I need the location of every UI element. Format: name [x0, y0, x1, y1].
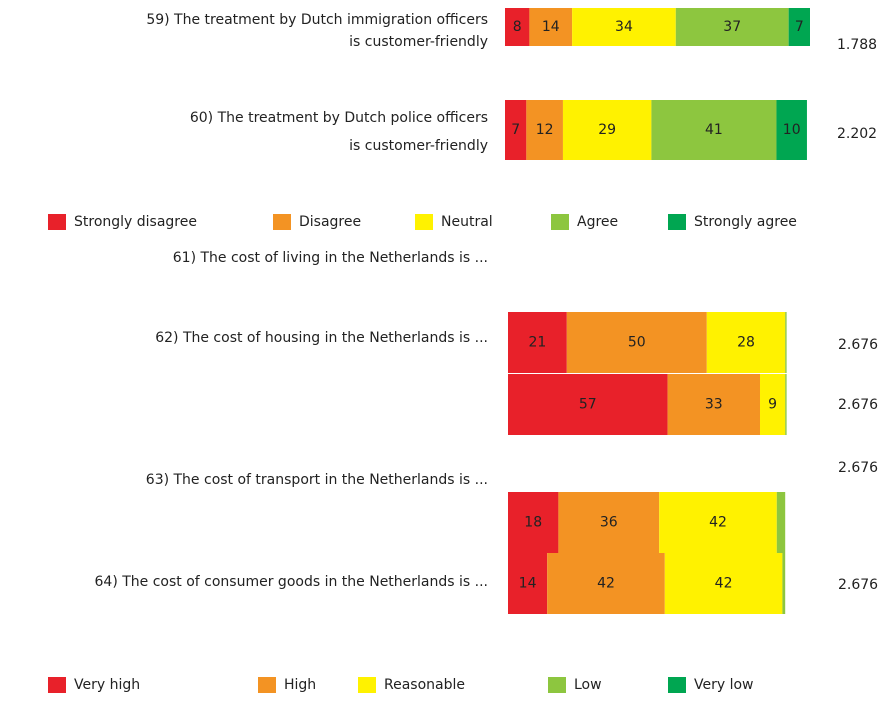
category-label: 62) The cost of housing in the Netherlan…: [155, 330, 488, 346]
bar-segment: [785, 374, 787, 435]
bar-segment: [508, 492, 559, 553]
value-label: 29: [598, 122, 616, 138]
category-label: 61) The cost of living in the Netherland…: [173, 250, 488, 266]
bar-segment: [529, 8, 573, 46]
category-label: 59) The treatment by Dutch immigration o…: [146, 12, 488, 28]
legend-label: Low: [574, 677, 602, 693]
legend-label: Disagree: [299, 214, 361, 230]
legend-label: Agree: [577, 214, 618, 230]
bar-segment: [508, 312, 567, 373]
bar-segment: [675, 8, 789, 46]
legend-swatch: [415, 214, 433, 230]
legend-swatch: [48, 677, 66, 693]
bar-segment: [664, 553, 783, 614]
bar-segment: [706, 312, 786, 373]
n-label: 2.676: [838, 337, 878, 353]
category-label: is customer-friendly: [349, 138, 488, 154]
bar-segment: [508, 553, 548, 614]
legend-label: Neutral: [441, 214, 493, 230]
bar-segment: [782, 553, 786, 614]
value-label: 14: [542, 19, 560, 35]
n-label: 2.676: [838, 460, 878, 476]
legend-label: Very high: [74, 677, 140, 693]
bar-segment: [505, 100, 527, 160]
n-label: 2.676: [838, 397, 878, 413]
legend-label: Reasonable: [384, 677, 465, 693]
value-label: 42: [709, 515, 727, 531]
value-label: 34: [615, 19, 633, 35]
value-label: 18: [524, 515, 542, 531]
legend-swatch: [273, 214, 291, 230]
value-label: 50: [628, 335, 646, 351]
legend-swatch: [668, 677, 686, 693]
bar-segment: [659, 492, 777, 553]
legend-label: Strongly agree: [694, 214, 797, 230]
bar-segment: [558, 492, 660, 553]
value-label: 14: [519, 576, 537, 592]
n-label: 2.676: [838, 577, 878, 593]
legend-swatch: [551, 214, 569, 230]
legend-swatch: [358, 677, 376, 693]
bar-segment: [547, 553, 665, 614]
legend-swatch: [258, 677, 276, 693]
value-label: 33: [705, 397, 723, 413]
bar-segment: [505, 8, 530, 46]
value-label: 8: [513, 19, 522, 35]
bar-segment: [572, 8, 676, 46]
value-label: 41: [705, 122, 723, 138]
legend-swatch: [548, 677, 566, 693]
value-label: 12: [536, 122, 554, 138]
bar-segment: [760, 374, 786, 435]
legend-label: Very low: [694, 677, 754, 693]
value-label: 7: [511, 122, 520, 138]
bar-segment: [788, 8, 810, 46]
value-label: 9: [768, 397, 777, 413]
bar-segment: [508, 374, 668, 435]
value-label: 28: [737, 335, 755, 351]
legend-label: Strongly disagree: [74, 214, 197, 230]
value-label: 36: [600, 515, 618, 531]
bar-segment: [785, 312, 787, 373]
category-label: 60) The treatment by Dutch police office…: [190, 110, 488, 126]
value-label: 42: [597, 576, 615, 592]
legend-swatch: [48, 214, 66, 230]
bar-segment: [651, 100, 777, 160]
value-label: 10: [783, 122, 801, 138]
category-label: 64) The cost of consumer goods in the Ne…: [95, 574, 488, 590]
legend-swatch: [668, 214, 686, 230]
value-label: 7: [795, 19, 804, 35]
value-label: 57: [579, 397, 597, 413]
bar-segment: [562, 100, 652, 160]
bar-segment: [667, 374, 760, 435]
value-label: 37: [723, 19, 741, 35]
n-label: 1.788: [837, 37, 877, 53]
bar-segment: [776, 100, 807, 160]
legend-label: High: [284, 677, 316, 693]
category-label: is customer-friendly: [349, 34, 488, 50]
bar-segment: [566, 312, 707, 373]
category-label: 63) The cost of transport in the Netherl…: [146, 472, 488, 488]
value-label: 21: [528, 335, 546, 351]
bar-segment: [776, 492, 786, 553]
value-label: 42: [715, 576, 733, 592]
n-label: 2.202: [837, 126, 877, 142]
bar-segment: [526, 100, 563, 160]
